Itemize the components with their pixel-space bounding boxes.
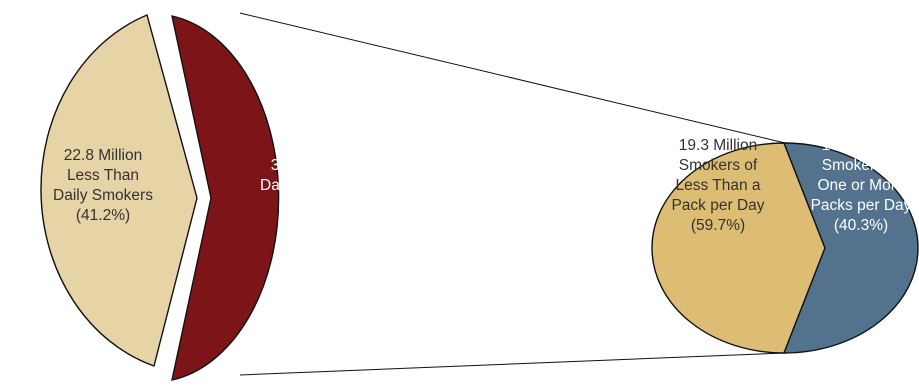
label-daily-smokers-line: Daily Smokers: [260, 177, 360, 194]
label-one-or-more-packs-per-day-line: 13.1 Million: [822, 137, 900, 154]
label-less-than-daily-smokers-line: 22.8 Million: [64, 147, 142, 164]
label-less-than-a-pack-per-day: 19.3 Million Smokers of Less Than a Pack pe…: [671, 137, 764, 234]
label-less-than-a-pack-per-day-line: Less Than a: [675, 177, 760, 194]
label-less-than-a-pack-per-day-line: Pack per Day: [671, 197, 764, 214]
slice-less-than-a-pack-per-day: [651, 142, 826, 354]
label-less-than-daily-smokers-line: (41.2%): [76, 207, 130, 224]
label-less-than-daily-smokers: 22.8 Million Less Than Daily Smokers (41.2%…: [53, 147, 153, 224]
slice-one-or-more-packs-per-day: [782, 142, 919, 354]
label-daily-smokers-line: (58.8%): [283, 197, 337, 214]
label-one-or-more-packs-per-day-line: (40.3%): [834, 217, 888, 234]
label-less-than-a-pack-per-day-line: 19.3 Million: [679, 137, 757, 154]
label-less-than-daily-smokers-line: Less Than: [67, 167, 139, 184]
label-daily-smokers: 32.5 Million Daily Smokers (58.8%): [260, 157, 360, 214]
label-less-than-daily-smokers-line: Daily Smokers: [53, 187, 153, 204]
label-one-or-more-packs-per-day-line: Packs per Day: [811, 197, 912, 214]
label-one-or-more-packs-per-day-line: Smokers of: [822, 157, 901, 174]
label-less-than-a-pack-per-day-line: (59.7%): [691, 217, 745, 234]
label-daily-smokers-line: 32.5 Million: [271, 157, 349, 174]
slice-less-than-daily-smokers: [40, 14, 198, 367]
label-less-than-a-pack-per-day-line: Smokers of: [679, 157, 758, 174]
slice-daily-smokers: [171, 15, 280, 381]
label-one-or-more-packs-per-day: 13.1 Million Smokers of One or More Packs p…: [811, 137, 912, 234]
label-one-or-more-packs-per-day-line: One or More: [817, 177, 904, 194]
connector-line-top: [239, 12, 786, 144]
connector-line-bottom: [239, 352, 786, 376]
